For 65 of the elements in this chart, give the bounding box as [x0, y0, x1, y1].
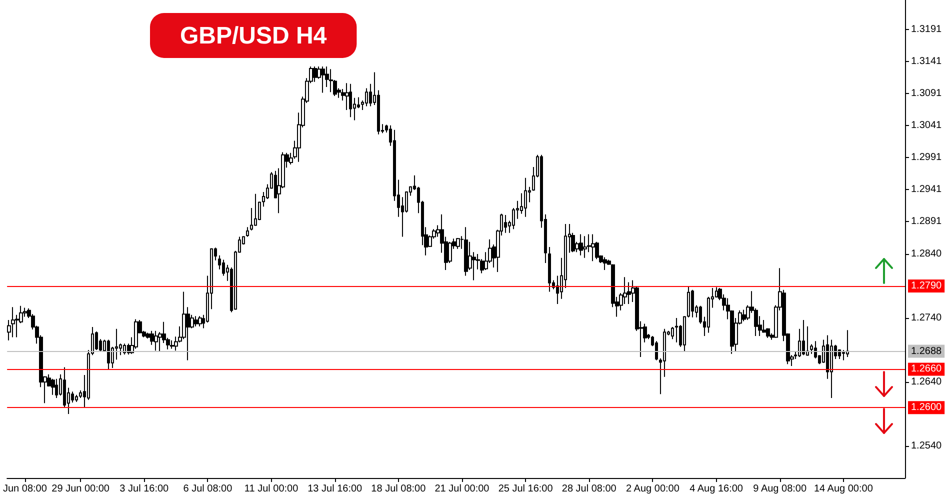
x-tick-label: 11 Jul 00:00 — [244, 484, 299, 494]
x-tick-label: Jun 08:00 — [2, 484, 48, 494]
ref-line-label: 1.2600 — [911, 402, 942, 414]
candlestick — [830, 339, 833, 399]
candlestick — [691, 289, 694, 318]
candlestick — [591, 234, 595, 262]
candlestick — [51, 378, 55, 396]
candlestick — [349, 83, 352, 118]
x-tick-label: 28 Jul 08:00 — [562, 484, 617, 494]
y-tick-label: 1.3141 — [911, 56, 942, 67]
candlestick — [75, 394, 78, 402]
x-tick-label: 29 Jun 00:00 — [52, 484, 110, 494]
candlestick — [456, 238, 460, 250]
text: GBP/USD H4 — [180, 22, 328, 50]
y-tick-label: 1.2740 — [911, 312, 942, 324]
candlestick — [321, 66, 325, 94]
candlestick — [107, 339, 110, 370]
candlestick — [675, 318, 678, 343]
candlestick — [11, 306, 15, 338]
candlestick — [246, 226, 249, 238]
y-tick-label: 1.2891 — [911, 216, 942, 227]
ref-line-label: 1.2660 — [911, 364, 942, 375]
candlestick — [504, 214, 507, 234]
candlestick — [464, 226, 468, 276]
candlestick — [198, 316, 202, 327]
candlestick — [329, 68, 333, 93]
candlestick — [548, 246, 551, 292]
y-tick-label: 1.2941 — [911, 184, 942, 195]
candlestick — [95, 330, 98, 351]
candlestick — [671, 326, 674, 340]
candlestick — [742, 309, 746, 322]
candlestick — [846, 330, 849, 358]
ref-line-label: 1.2688 — [911, 346, 942, 357]
x-tick-label: 18 Jul 08:00 — [371, 484, 426, 494]
candlestick — [802, 319, 805, 356]
x-tick-label: 2 Aug 00:00 — [626, 484, 680, 494]
candlestick — [579, 234, 583, 256]
x-tick-label: 6 Jul 08:00 — [183, 484, 233, 494]
candlestick — [170, 340, 174, 350]
candlestick — [583, 236, 587, 258]
x-tick-label: 9 Aug 08:00 — [753, 484, 807, 494]
candlestick — [154, 330, 158, 352]
x-tick-label: 13 Jul 16:00 — [308, 484, 363, 494]
candlestick — [810, 344, 813, 354]
candlestick — [194, 316, 198, 327]
x-tick-label: 14 Aug 00:00 — [814, 484, 874, 494]
candlestick — [603, 256, 607, 271]
candlestick — [365, 88, 368, 107]
x-tick-label: 4 Aug 16:00 — [690, 484, 744, 494]
candlestick — [524, 177, 527, 218]
x-tick-label: 25 Jul 16:00 — [498, 484, 554, 494]
candlestick — [254, 193, 257, 226]
y-tick-label: 1.3041 — [911, 120, 942, 131]
y-tick-label: 1.2991 — [911, 152, 942, 163]
y-tick-label: 1.2540 — [911, 440, 942, 452]
ref-line-label: 1.2790 — [911, 280, 942, 292]
y-tick-label: 1.2640 — [911, 376, 942, 388]
y-tick-label: 1.3191 — [911, 24, 942, 35]
candlestick — [91, 326, 94, 356]
y-tick-label: 1.3091 — [911, 88, 942, 99]
candlestick — [313, 66, 317, 82]
x-tick-label: 21 Jul 00:00 — [434, 484, 490, 494]
candlestick — [55, 378, 58, 399]
y-tick-label: 1.2840 — [911, 248, 942, 260]
x-tick-label: 3 Jul 16:00 — [120, 484, 170, 494]
